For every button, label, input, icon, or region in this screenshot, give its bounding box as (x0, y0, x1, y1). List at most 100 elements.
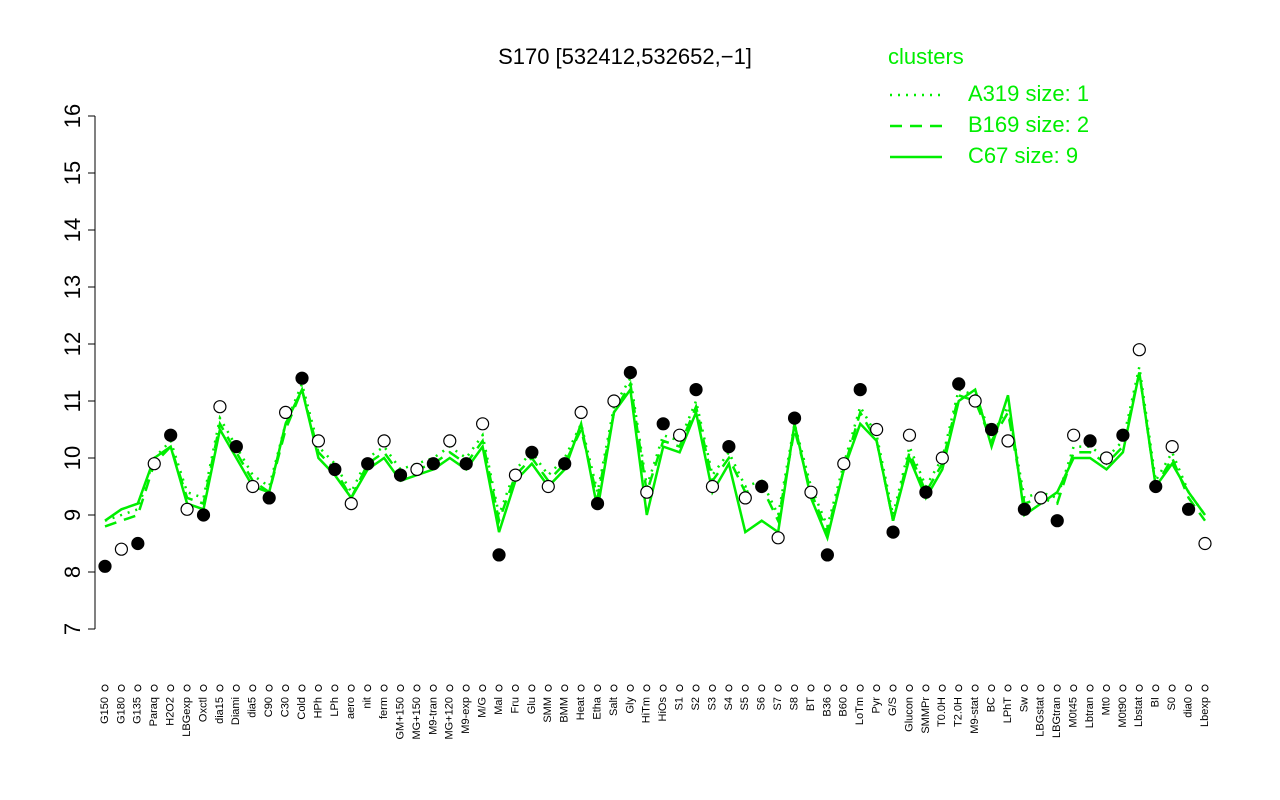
x-tick-label: M9-tran (427, 697, 439, 735)
x-tick-label: Cold (296, 697, 308, 720)
data-point (820, 548, 834, 562)
x-tick-label: G180 (115, 697, 127, 724)
data-point (508, 468, 523, 482)
x-tick-label: dia5 (247, 697, 259, 718)
data-point (968, 394, 982, 408)
x-tick-label: Etha (591, 696, 603, 720)
x-tick-label: MG+150 (411, 697, 423, 740)
data-point (607, 394, 621, 408)
y-tick-label: 8 (60, 566, 85, 578)
data-point (443, 434, 457, 448)
data-point (147, 457, 161, 471)
x-tick-label: BT (805, 697, 817, 711)
x-tick-label: G135 (132, 697, 144, 724)
x-tick (117, 684, 125, 692)
x-tick (1185, 684, 1193, 692)
x-tick-label: S5 (739, 697, 751, 710)
x-tick (594, 684, 602, 692)
x-tick (1020, 684, 1028, 692)
x-tick (676, 684, 684, 692)
x-tick-label: S0 (1166, 697, 1178, 710)
data-point (1001, 434, 1015, 448)
data-point (902, 428, 917, 442)
data-point (476, 417, 490, 431)
x-tick (314, 684, 322, 692)
x-tick (659, 684, 667, 692)
x-tick (544, 684, 552, 692)
x-tick-label: BC (985, 697, 997, 712)
data-point (1132, 343, 1146, 357)
data-point (393, 468, 408, 482)
x-tick (577, 684, 585, 692)
x-tick (561, 684, 569, 692)
cluster-line (104, 372, 1207, 542)
x-tick (643, 684, 651, 692)
x-tick (807, 684, 815, 692)
data-point (787, 411, 802, 425)
x-tick (1201, 684, 1209, 692)
x-tick-label: GM+150 (394, 697, 406, 740)
data-point (1034, 491, 1048, 505)
data-point (426, 457, 440, 471)
x-tick-label: SMMPr (920, 697, 932, 734)
x-tick-label: Gly (624, 697, 636, 714)
x-tick (200, 684, 208, 692)
x-tick (298, 684, 306, 692)
data-point (1017, 502, 1032, 516)
x-tick-label: Mt0 (1100, 697, 1112, 715)
x-tick-label: LPhT (1002, 697, 1014, 724)
x-tick (1053, 684, 1061, 692)
x-tick-label: G/S (887, 697, 899, 716)
x-tick (988, 684, 996, 692)
y-tick-label: 14 (60, 218, 85, 242)
x-tick (1119, 684, 1127, 692)
x-tick-label: dia15 (214, 697, 226, 724)
x-tick (1037, 684, 1045, 692)
x-tick (528, 684, 536, 692)
y-tick-label: 9 (60, 509, 85, 521)
data-point (1083, 434, 1097, 448)
x-tick (265, 684, 273, 692)
y-tick-label: 12 (60, 332, 85, 356)
x-tick (167, 684, 175, 692)
x-tick-label: LBGstat (1035, 697, 1047, 737)
x-tick-label: Fru (509, 697, 521, 714)
x-tick (1070, 684, 1078, 692)
data-point (673, 428, 687, 442)
data-point (1181, 502, 1196, 516)
data-point (278, 405, 293, 419)
x-tick (823, 684, 831, 692)
data-point (492, 548, 506, 562)
y-tick-label: 13 (60, 275, 85, 299)
data-point (328, 462, 342, 476)
x-tick-label: B60 (838, 697, 850, 717)
data-point (377, 434, 391, 448)
x-tick-label: Lbstat (1133, 697, 1145, 727)
x-tick (626, 684, 634, 692)
x-tick (429, 684, 437, 692)
x-tick (183, 684, 191, 692)
x-tick (708, 684, 716, 692)
data-point (935, 451, 949, 465)
x-tick-label: LoTm (854, 697, 866, 725)
x-tick-label: B36 (821, 697, 833, 717)
data-point (705, 479, 720, 494)
data-point (295, 371, 309, 385)
x-tick (1135, 684, 1143, 692)
data-point (1099, 451, 1114, 465)
x-tick-label: Lbtran (1084, 697, 1096, 728)
x-tick-label: Glucon (903, 697, 915, 732)
y-tick-label: 7 (60, 623, 85, 635)
data-point (590, 497, 605, 511)
x-tick-label: C30 (280, 697, 292, 717)
x-tick (413, 684, 421, 692)
data-point (771, 531, 785, 545)
x-tick (758, 684, 766, 692)
x-tick (1168, 684, 1176, 692)
legend-label: C67 size: 9 (968, 143, 1078, 168)
y-tick-label: 11 (60, 390, 85, 413)
x-tick (791, 684, 799, 692)
data-point (984, 422, 999, 437)
x-tick-label: MG+120 (444, 697, 456, 740)
x-tick-label: M9-stat (969, 697, 981, 734)
